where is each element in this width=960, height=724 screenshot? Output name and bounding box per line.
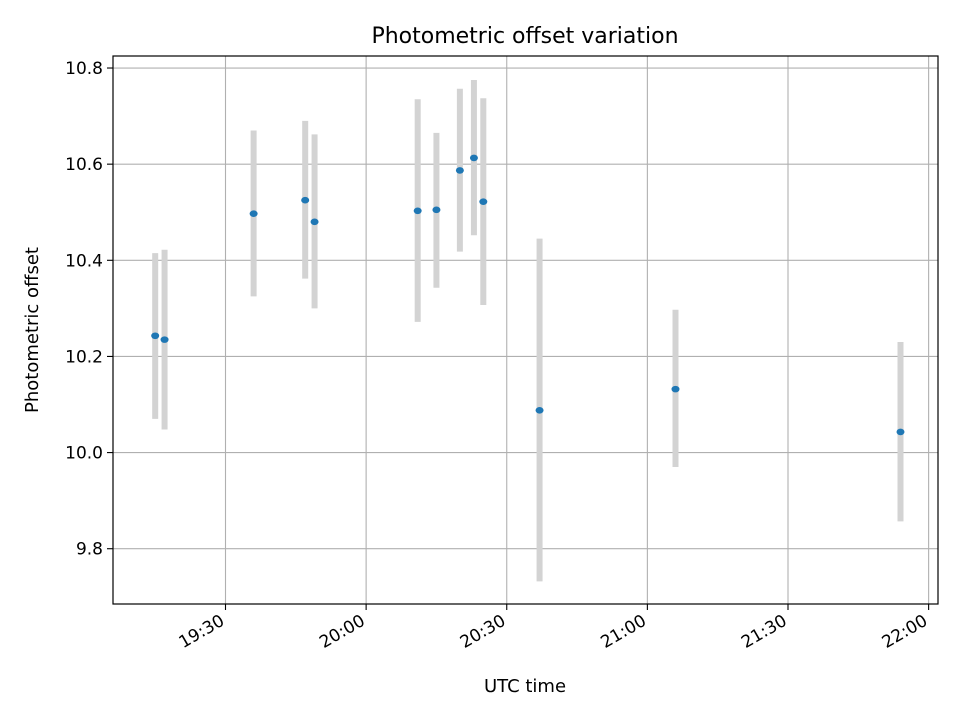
y-axis-label: Photometric offset (22, 247, 43, 413)
data-point (249, 210, 258, 217)
y-tick-label: 10.4 (65, 251, 103, 271)
data-point (151, 332, 160, 340)
data-point (455, 167, 464, 174)
y-tick-label: 10.2 (65, 347, 103, 367)
data-point (469, 154, 478, 162)
data-point (535, 406, 544, 414)
data-point (301, 196, 310, 204)
y-tick-label: 9.8 (76, 540, 103, 560)
plot-frame (112, 55, 939, 605)
x-axis-label: UTC time (484, 676, 566, 697)
data-point (479, 198, 488, 205)
data-point (310, 218, 319, 226)
data-point (413, 207, 422, 215)
data-points (151, 154, 905, 436)
chart-title: Photometric offset variation (371, 24, 678, 49)
data-point (896, 428, 905, 436)
data-point (671, 385, 680, 393)
y-tick-label: 10.6 (65, 155, 103, 175)
data-point (160, 336, 169, 343)
grid (113, 56, 938, 604)
data-point (432, 206, 441, 214)
y-axis-ticks: 9.8 10.0 10.2 10.4 10.6 10.8 (65, 59, 113, 560)
y-tick-label: 10.0 (65, 444, 103, 464)
y-tick-label: 10.8 (65, 59, 103, 79)
